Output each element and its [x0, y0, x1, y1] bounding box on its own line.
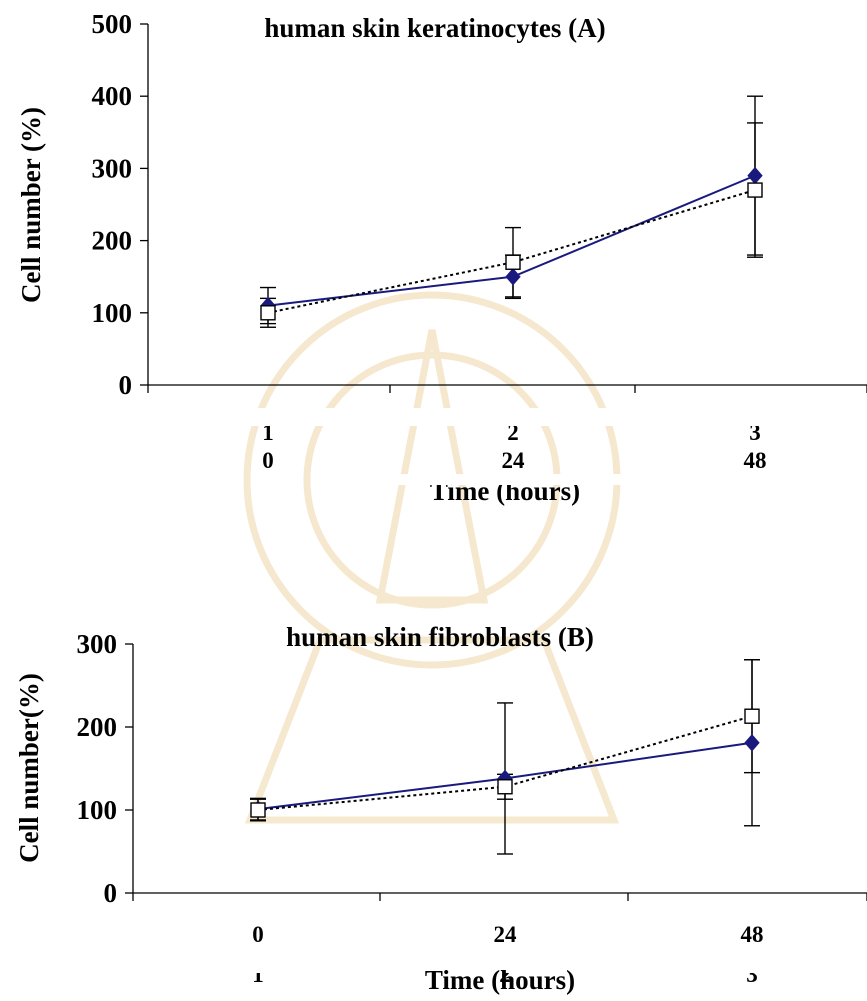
marker-square [250, 802, 266, 818]
seal-base [244, 636, 620, 824]
x-category-label: 0 [262, 448, 274, 473]
series-a [260, 95, 763, 328]
chart-keratinocytes: 0 100 200 300 400 500 1 2 3 0 24 48 human skin kerat… [0, 9, 867, 506]
x-index-label: 1 [262, 420, 274, 445]
y-tick-label: 500 [92, 9, 133, 39]
x-category-label: 48 [741, 922, 764, 947]
x-index-label: 3 [746, 962, 758, 987]
x-index-label: 3 [749, 420, 761, 445]
marker-square [505, 254, 521, 270]
marker-diamond [505, 267, 521, 286]
seal-spire [375, 329, 489, 604]
y-axis-label: Cell number(%) [14, 673, 44, 863]
x-category-label: 24 [502, 448, 526, 473]
x-axis-label: Time (hours) [425, 965, 575, 995]
y-tick-label: 100 [77, 795, 118, 825]
x-category-label: 24 [494, 922, 518, 947]
y-tick-label: 200 [92, 226, 133, 256]
y-tick-label: 300 [77, 629, 118, 659]
marker-diamond [744, 734, 760, 752]
y-tick-label: 100 [92, 298, 133, 328]
marker-square [497, 779, 513, 795]
y-axis-label: Cell number (%) [16, 107, 46, 303]
y-tick-label: 0 [119, 370, 133, 400]
marker-square [260, 305, 276, 321]
x-category-label: 48 [744, 448, 767, 473]
y-tick-label: 400 [92, 81, 133, 111]
marker-square [747, 182, 763, 198]
labels-b: 0 100 200 300 1 2 3 0 24 48 human skin fibroblasts… [0, 622, 867, 995]
xlabel-clip-mask [380, 474, 640, 485]
index-clip-mask [0, 408, 867, 426]
x-index-label: 2 [499, 962, 511, 987]
x-index-label: 2 [507, 420, 519, 445]
y-tick-label: 200 [77, 712, 118, 742]
chart-title: human skin keratinocytes (A) [264, 13, 605, 43]
index-clip-mask [0, 958, 867, 973]
chart-title: human skin fibroblasts (B) [286, 622, 594, 652]
y-tick-label: 300 [92, 153, 133, 183]
x-category-label: 0 [252, 922, 264, 947]
labels-a: 0 100 200 300 400 500 1 2 3 0 24 48 human skin kerat… [0, 9, 867, 506]
axes-b [125, 643, 867, 901]
marker-square [744, 708, 760, 724]
x-index-label: 1 [252, 962, 264, 987]
axes-a [140, 23, 867, 393]
y-tick-label: 0 [104, 878, 118, 908]
series-b [250, 659, 760, 855]
